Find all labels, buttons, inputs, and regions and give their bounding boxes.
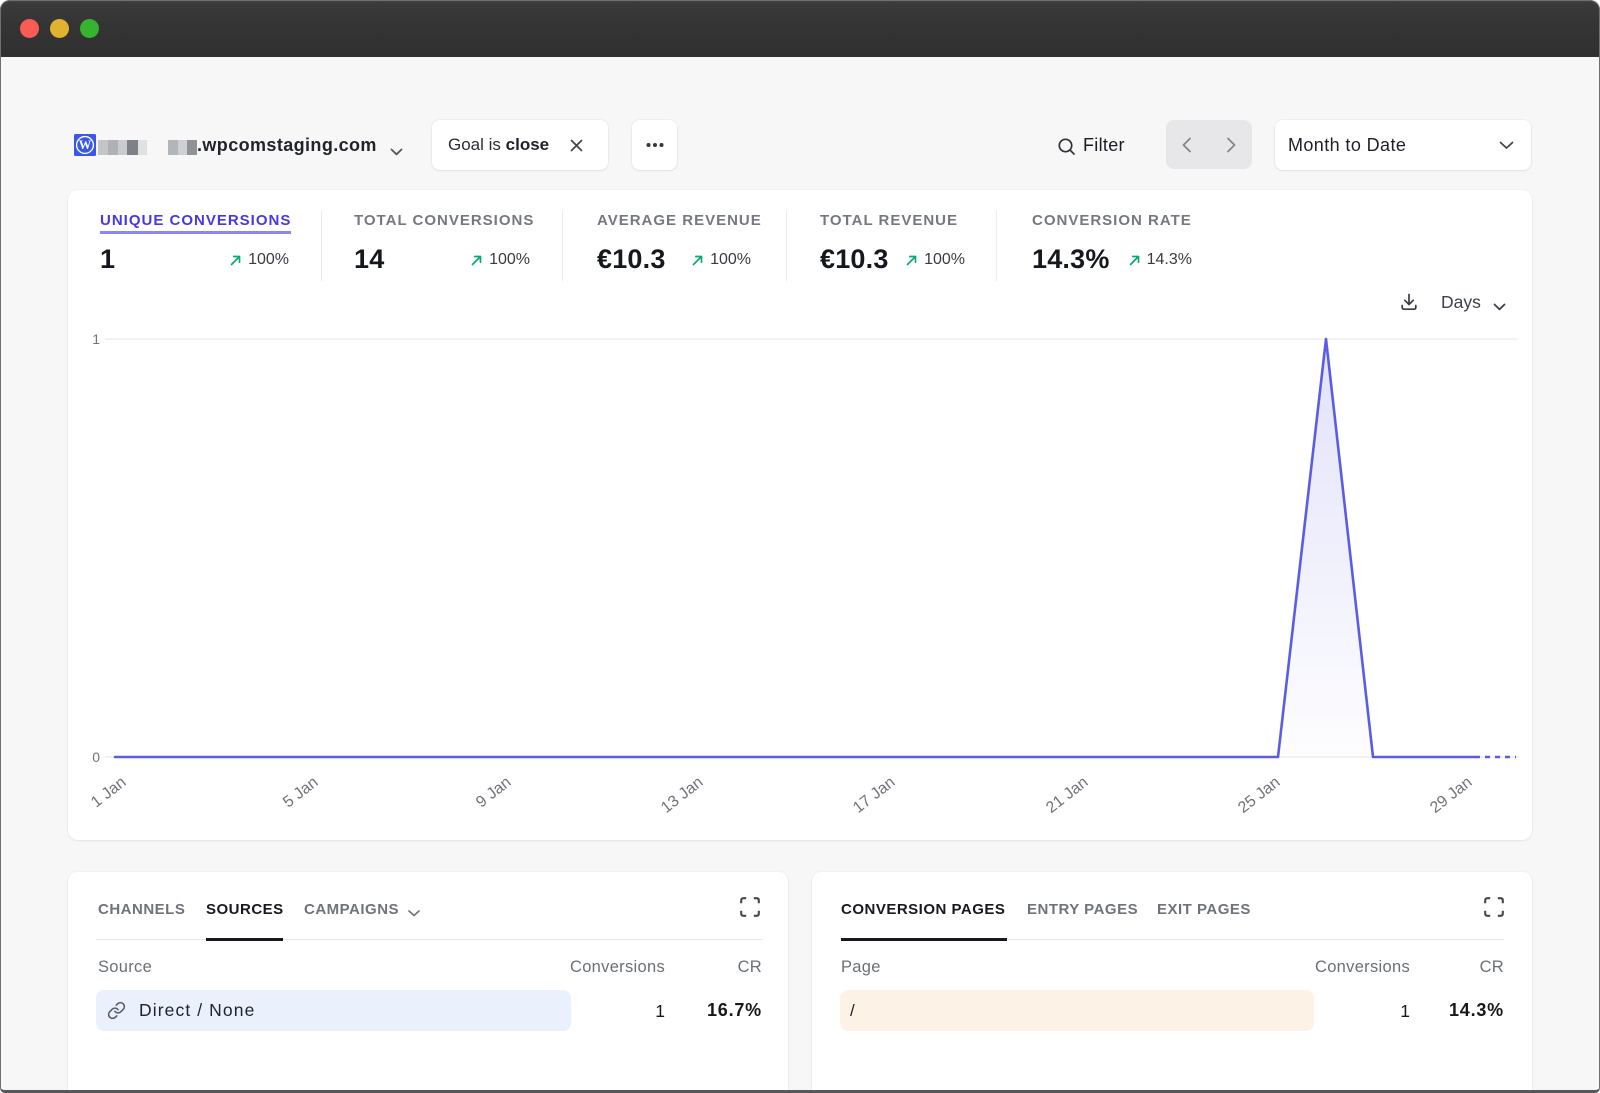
svg-text:W: W	[79, 138, 92, 152]
svg-text:5 Jan: 5 Jan	[280, 774, 321, 811]
svg-text:21 Jan: 21 Jan	[1043, 774, 1091, 817]
svg-text:17 Jan: 17 Jan	[850, 774, 898, 817]
svg-text:0: 0	[92, 749, 100, 765]
svg-text:13 Jan: 13 Jan	[658, 774, 706, 817]
svg-text:29 Jan: 29 Jan	[1427, 774, 1475, 817]
svg-text:1: 1	[92, 331, 100, 347]
svg-text:1 Jan: 1 Jan	[88, 774, 129, 811]
svg-text:25 Jan: 25 Jan	[1235, 774, 1283, 817]
svg-text:9 Jan: 9 Jan	[473, 774, 514, 811]
